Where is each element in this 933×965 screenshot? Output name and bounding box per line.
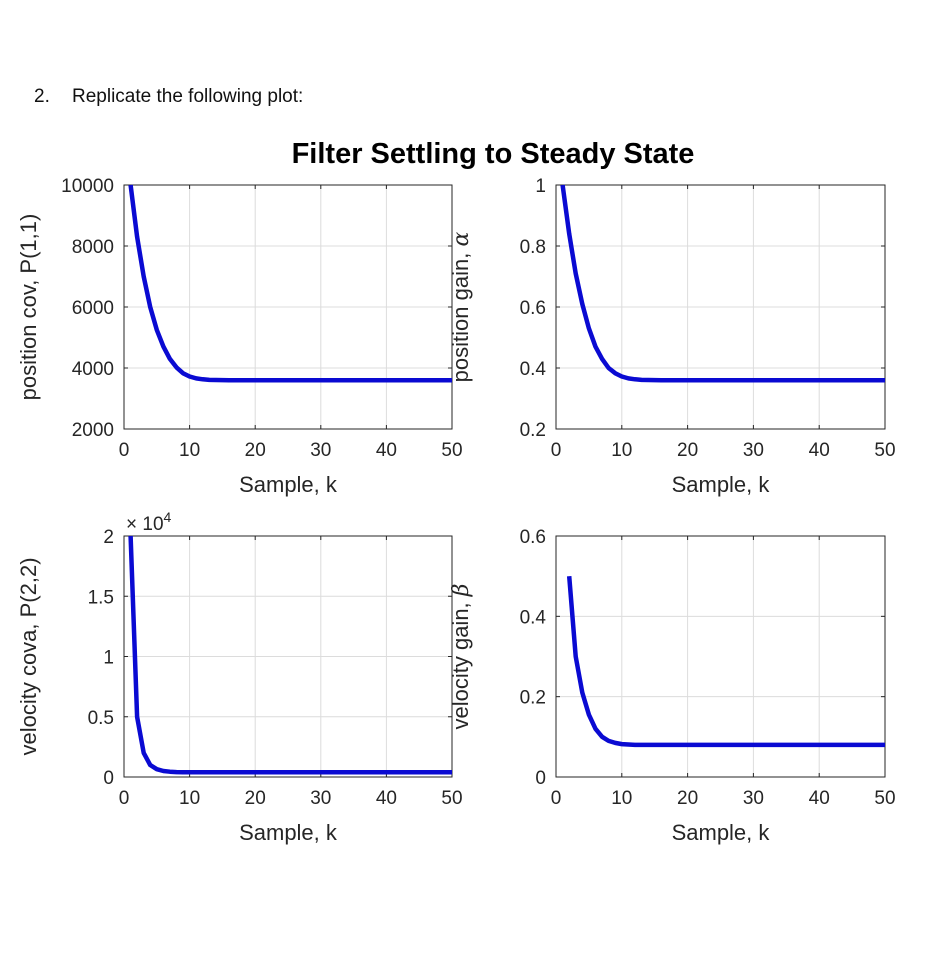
- y-tick-label: 0.4: [520, 607, 547, 628]
- x-tick-label: 0: [551, 440, 562, 461]
- y-axis-label-symbol: α: [449, 232, 474, 247]
- y-tick-label: 4000: [72, 359, 114, 380]
- x-axis-label: Sample, k: [672, 472, 771, 497]
- x-tick-label: 20: [245, 440, 266, 461]
- y-tick-label: 0.4: [520, 359, 547, 380]
- x-tick-label: 40: [809, 788, 830, 809]
- subplot-position-gain: 0 10 20 30 40 50 0.2 0.4 0.6 0.8 1 Sample, k positio…: [448, 176, 896, 497]
- x-tick-label: 50: [874, 440, 895, 461]
- x-axis-label: Sample, k: [239, 472, 338, 497]
- x-tick-label: 20: [677, 788, 698, 809]
- x-tick-label: 0: [119, 788, 130, 809]
- y-tick-label: 2: [103, 527, 114, 548]
- x-tick-label: 0: [119, 440, 130, 461]
- question-text: 2. Replicate the following plot:: [34, 86, 303, 108]
- subplot-velocity-cov: 0 10 20 30 40 50 0 0.5 1 1.5 2 × 104 Sample, k veloci…: [16, 509, 463, 845]
- series-line-position-gain: [560, 184, 885, 383]
- series-line-velocity-gain: [566, 576, 885, 748]
- series-line-position-cov: [128, 184, 452, 383]
- y-axis-label-symbol: β: [449, 583, 474, 597]
- y-tick-label: 0.5: [88, 708, 114, 729]
- y-tick-label: 1: [535, 176, 546, 197]
- x-tick-label: 10: [611, 788, 632, 809]
- x-tick-label: 30: [743, 788, 764, 809]
- x-tick-label: 30: [310, 440, 331, 461]
- y-tick-label: 2000: [72, 420, 114, 441]
- y-tick-label: 6000: [72, 298, 114, 319]
- x-tick-label: 50: [441, 440, 462, 461]
- y-tick-label: 0.6: [520, 527, 546, 548]
- axes-box: [555, 535, 886, 778]
- y-tick-label: 0: [103, 768, 114, 789]
- x-tick-label: 40: [376, 788, 397, 809]
- x-tick-label: 10: [179, 788, 200, 809]
- x-tick-label: 30: [743, 440, 764, 461]
- y-axis-label-text: position cov, P(1,1): [16, 214, 41, 401]
- x-tick-label: 50: [874, 788, 895, 809]
- y-tick-label: 0.8: [520, 237, 546, 258]
- x-tick-label: 10: [179, 440, 200, 461]
- y-tick-label: 0.2: [520, 688, 546, 709]
- y-axis-label: position cov, P(1,1): [16, 214, 41, 401]
- y-axis-label: velocity gain, β: [448, 583, 474, 729]
- y-tick-label: 8000: [72, 237, 114, 258]
- x-axis-label: Sample, k: [239, 820, 338, 845]
- y-tick-label: 1: [103, 648, 114, 669]
- y-axis-label-text: velocity cova, P(2,2): [16, 557, 41, 755]
- y-axis-label-text: velocity gain,: [448, 596, 473, 729]
- subplot-position-cov: 0 10 20 30 40 50 2000 4000 6000 8000 10000 Sample, …: [16, 176, 463, 497]
- x-axis-label: Sample, k: [672, 820, 771, 845]
- question-number: 2.: [34, 86, 50, 107]
- x-tick-label: 20: [677, 440, 698, 461]
- y-axis-label: velocity cova, P(2,2): [16, 557, 41, 755]
- x-tick-label: 40: [376, 440, 397, 461]
- y-axis-label-text: position gain,: [448, 247, 473, 383]
- x-tick-label: 10: [611, 440, 632, 461]
- x-tick-label: 0: [551, 788, 562, 809]
- y-tick-label: 0.2: [520, 420, 546, 441]
- x-tick-label: 40: [809, 440, 830, 461]
- y-axis-label: position gain, α: [448, 232, 474, 383]
- y-tick-label: 0.6: [520, 298, 546, 319]
- y-exponent-label: × 104: [126, 509, 172, 535]
- figure-title: Filter Settling to Steady State: [292, 138, 695, 170]
- x-tick-label: 30: [310, 788, 331, 809]
- series-line-velocity-cov: [128, 535, 452, 775]
- x-tick-label: 50: [441, 788, 462, 809]
- question-prompt: Replicate the following plot:: [72, 86, 304, 107]
- x-tick-label: 20: [245, 788, 266, 809]
- y-tick-label: 0: [535, 768, 546, 789]
- y-tick-label: 1.5: [88, 587, 114, 608]
- subplot-velocity-gain: 0 10 20 30 40 50 0 0.2 0.4 0.6 Sample, k velocity g…: [448, 527, 896, 845]
- y-tick-label: 10000: [61, 176, 114, 197]
- y-exponent-power: 4: [164, 509, 172, 525]
